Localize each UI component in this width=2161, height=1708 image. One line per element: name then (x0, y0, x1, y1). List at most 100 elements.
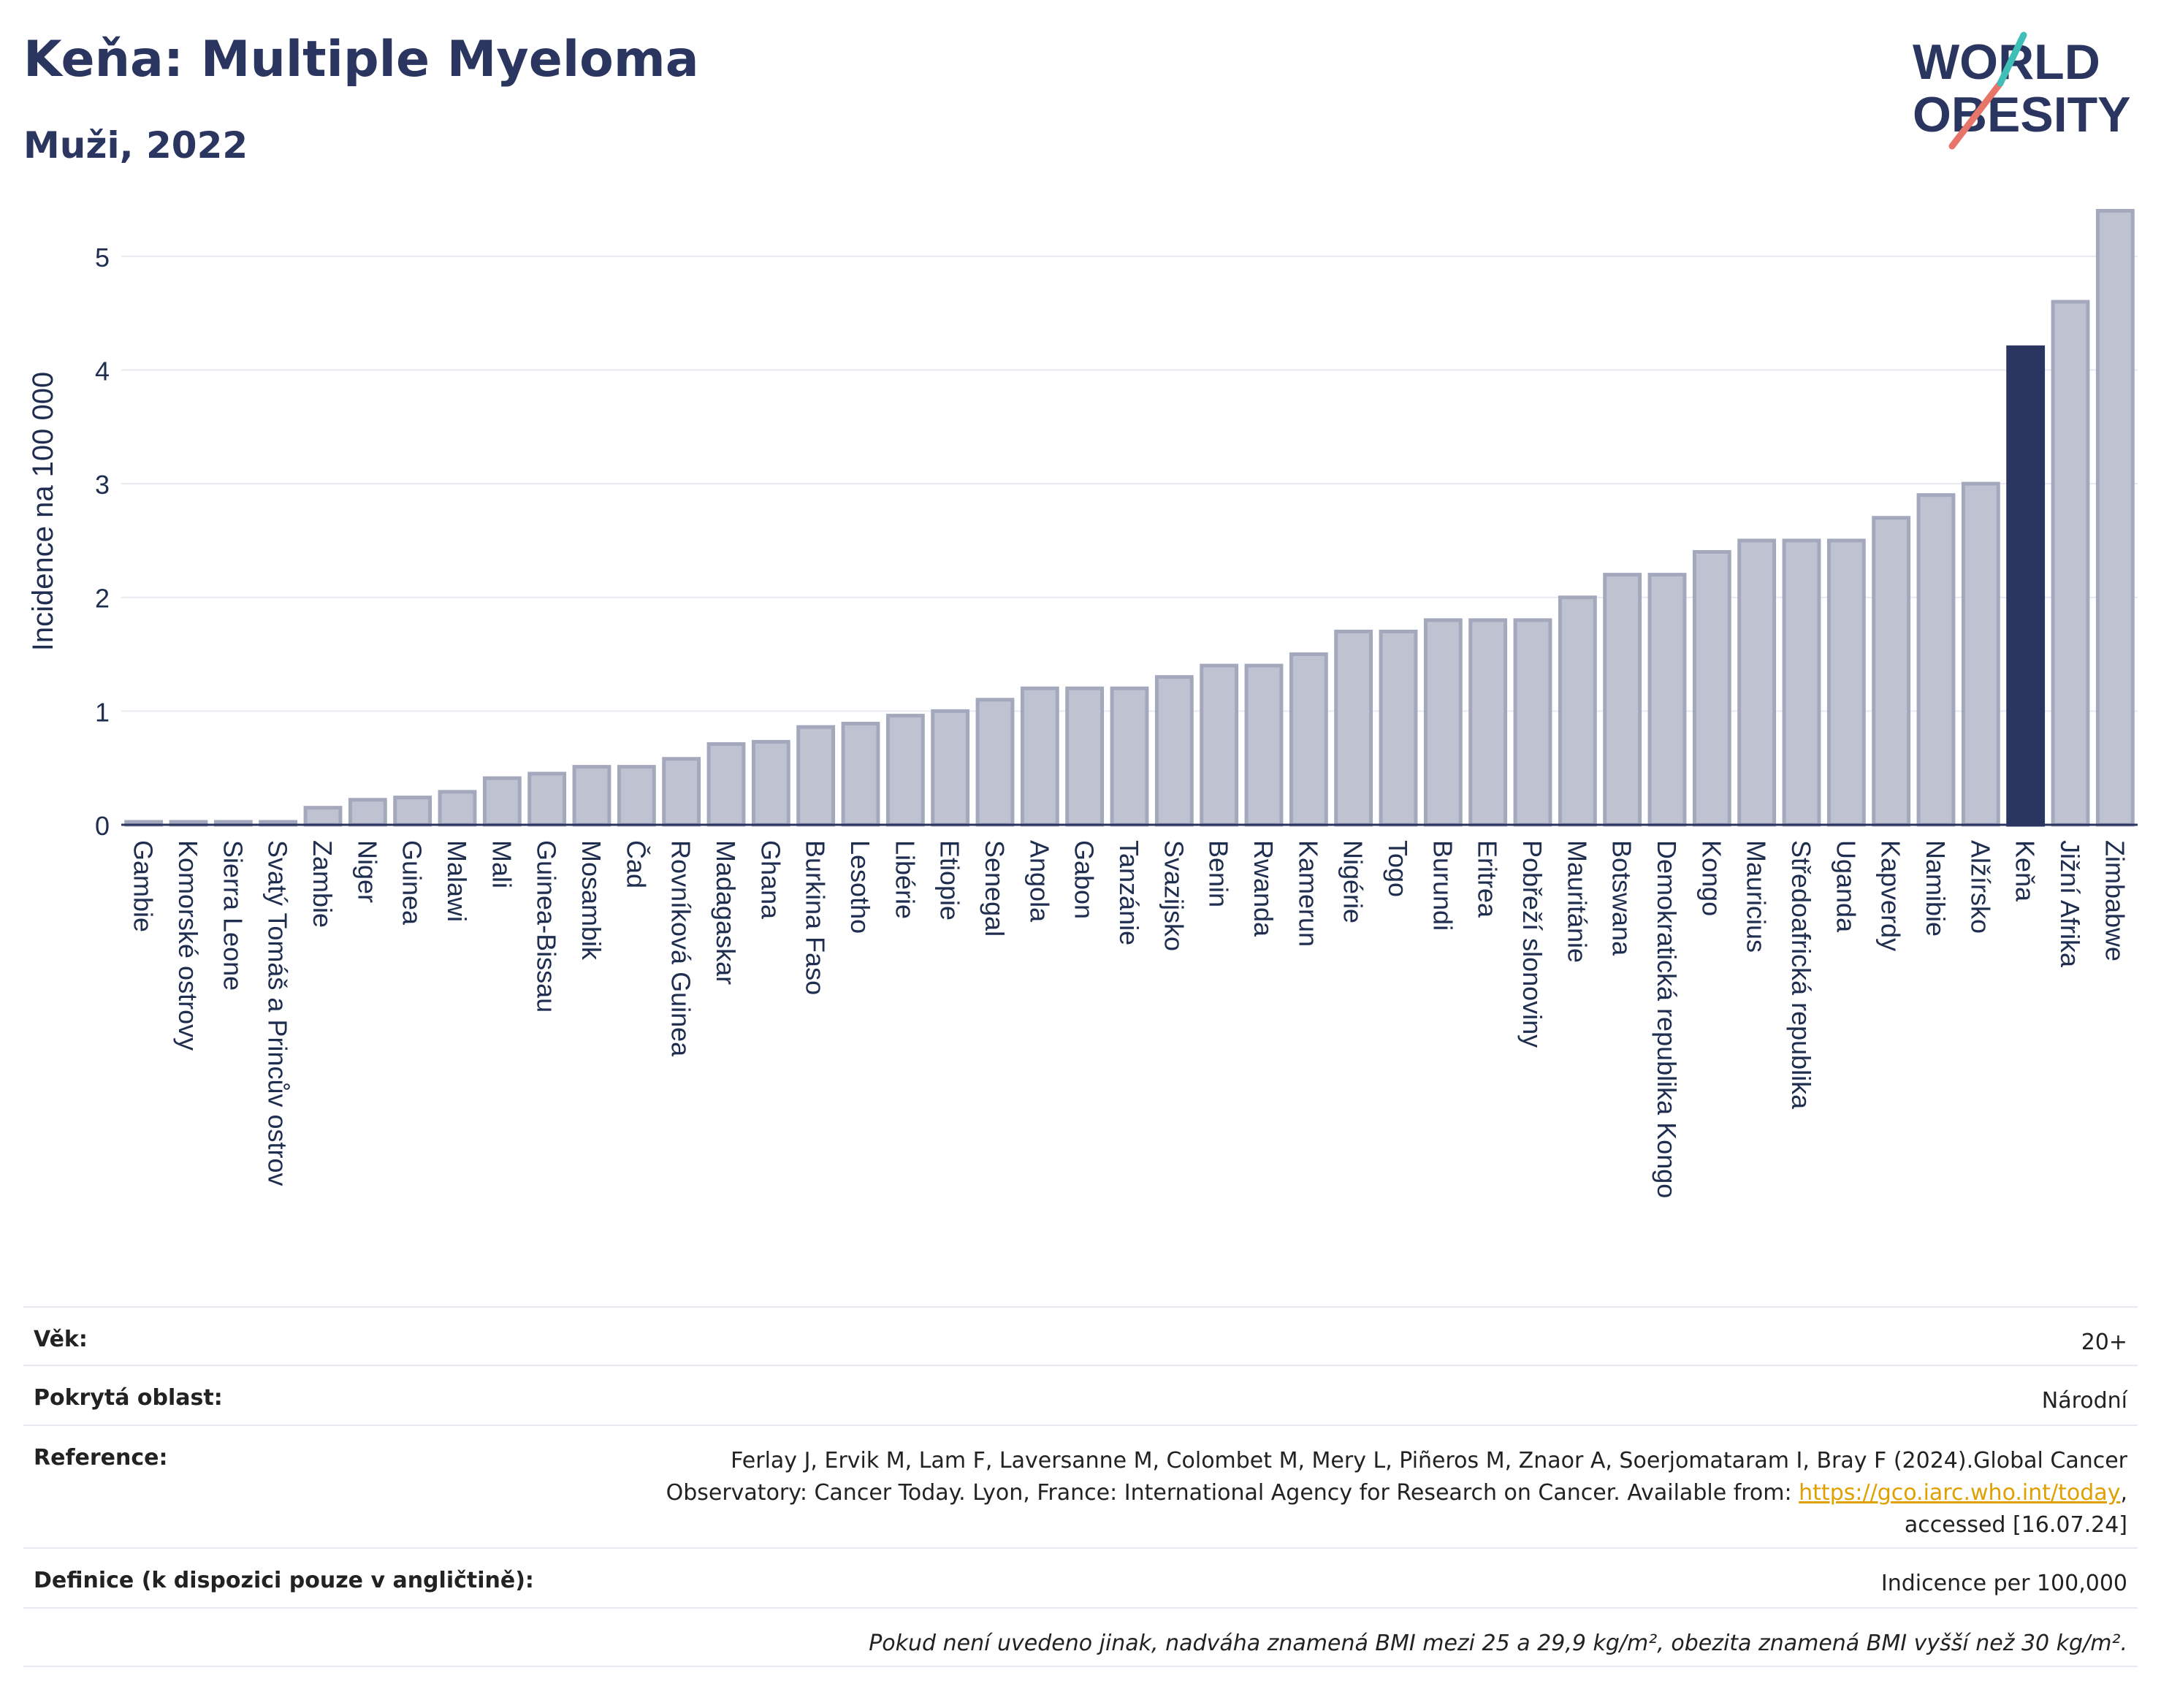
bar-43[interactable] (2006, 345, 2046, 827)
x-tick-label: Eritrea (1473, 840, 1503, 918)
bar-12[interactable] (617, 765, 656, 827)
x-tick-label: Etiopie (935, 840, 965, 920)
page-subtitle: Muži, 2022 (23, 124, 248, 167)
info-row-footnote: Pokud není uvedeno jinak, nadváha znamen… (23, 1607, 2138, 1667)
bar-37[interactable] (1737, 538, 1777, 827)
x-tick-label: Angola (1024, 840, 1054, 923)
definition-label: Definice (k dispozici pouze v angličtině… (34, 1568, 534, 1593)
bar-23[interactable] (1110, 686, 1149, 827)
x-tick-label: Lesotho (845, 840, 875, 934)
y-tick-label: 1 (95, 697, 110, 727)
bar-22[interactable] (1065, 686, 1105, 827)
x-tick-label: Pobřeží slonoviny (1517, 840, 1547, 1048)
bar-17[interactable] (841, 721, 880, 827)
bar-32[interactable] (1513, 618, 1552, 827)
x-tick-label: Botswana (1607, 840, 1637, 956)
bar-10[interactable] (527, 771, 567, 827)
x-tick-label: Demokratická republika Kongo (1652, 840, 1682, 1198)
area-value: Národní (2041, 1388, 2127, 1414)
reference-link[interactable]: https://gco.iarc.who.int/today (1799, 1480, 2121, 1506)
bar-30[interactable] (1423, 618, 1463, 827)
reference-value: Ferlay J, Ervik M, Lam F, Laversanne M, … (622, 1445, 2127, 1541)
x-tick-label: Niger (352, 840, 382, 903)
bar-26[interactable] (1244, 663, 1284, 827)
bar-20[interactable] (975, 698, 1015, 827)
logo-line1: WORLD (1913, 34, 2100, 90)
bar-9[interactable] (482, 776, 522, 827)
bar-15[interactable] (751, 739, 790, 827)
y-tick-label: 0 (95, 811, 110, 841)
x-tick-label: Mauricius (1742, 840, 1772, 953)
x-tick-label: Gambie (129, 840, 159, 932)
bar-42[interactable] (1961, 481, 2000, 827)
bar-33[interactable] (1558, 595, 1597, 827)
x-tick-label: Burundi (1428, 840, 1457, 931)
bar-24[interactable] (1154, 675, 1194, 827)
x-tick-label: Komorské ostrovy (173, 840, 203, 1051)
x-tick-label: Jižní Afrika (2055, 840, 2085, 968)
x-tick-label: Mosambik (576, 840, 606, 961)
bar-38[interactable] (1782, 538, 1821, 827)
bar-7[interactable] (393, 796, 432, 827)
logo-line2: OBESITY (1913, 87, 2131, 142)
bar-31[interactable] (1468, 618, 1508, 827)
x-tick-label: Senegal (980, 840, 1010, 937)
bar-11[interactable] (572, 765, 611, 827)
x-tick-label: Namibie (1921, 840, 1951, 937)
info-row-area: Pokrytá oblast: Národní (23, 1365, 2138, 1425)
x-tick-label: Guinea-Bissau (532, 840, 562, 1013)
x-tick-label: Keňa (2011, 840, 2040, 902)
bar-18[interactable] (885, 714, 925, 827)
y-tick-label: 5 (95, 243, 110, 272)
x-tick-label: Čad (621, 840, 651, 888)
bar-41[interactable] (1916, 493, 1956, 827)
bar-6[interactable] (348, 798, 387, 827)
bar-39[interactable] (1826, 538, 1866, 827)
bar-14[interactable] (706, 741, 746, 827)
bar-28[interactable] (1334, 629, 1373, 827)
x-tick-label: Zimbabwe (2100, 840, 2130, 961)
bar-chart: 0 1 2 3 4 5 Gambie Komorské ostrovy Sierra Leon… (27, 209, 2138, 1198)
x-tick-label: Mali (487, 840, 517, 888)
bar-40[interactable] (1872, 516, 1911, 827)
world-obesity-logo: WORLD OBESITY (1913, 31, 2131, 150)
y-axis-label: Incidence na 100 000 (27, 372, 59, 652)
x-tick-label: Ghana (755, 840, 785, 920)
reference-label: Reference: (34, 1445, 168, 1471)
bar-27[interactable] (1289, 652, 1328, 827)
y-axis-ticks: 0 1 2 3 4 5 (95, 243, 110, 841)
bar-19[interactable] (931, 709, 970, 827)
bar-35[interactable] (1647, 573, 1687, 827)
x-tick-label: Madagaskar (711, 840, 741, 985)
y-tick-label: 2 (95, 584, 110, 614)
bar-8[interactable] (438, 790, 477, 827)
y-tick-label: 4 (95, 356, 110, 386)
x-tick-label: Benin (1204, 840, 1234, 907)
info-row-definition: Definice (k dispozici pouze v angličtině… (23, 1547, 2138, 1607)
x-tick-label: Tanzánie (1114, 840, 1144, 945)
bar-44[interactable] (2051, 300, 2090, 827)
bar-5[interactable] (303, 806, 343, 827)
x-tick-label: Nigérie (1338, 840, 1368, 923)
x-tick-label: Togo (1383, 840, 1413, 897)
bar-36[interactable] (1692, 549, 1731, 827)
bar-13[interactable] (662, 757, 701, 827)
x-tick-label: Kapverdy (1876, 840, 1906, 951)
bars (124, 209, 2135, 827)
x-tick-label: Svatý Tomáš a Princův ostrov (263, 840, 293, 1186)
bar-21[interactable] (1020, 686, 1059, 827)
x-tick-label: Zambie (308, 840, 338, 928)
x-axis-labels: Gambie Komorské ostrovy Sierra Leone Svatý … (129, 840, 2130, 1198)
y-tick-label: 3 (95, 470, 110, 500)
x-tick-label: Alžírsko (1965, 840, 1995, 934)
bar-16[interactable] (796, 725, 836, 827)
x-tick-label: Rwanda (1249, 840, 1278, 937)
bar-45[interactable] (2095, 209, 2135, 827)
bar-34[interactable] (1603, 573, 1642, 827)
bar-25[interactable] (1200, 663, 1239, 827)
x-tick-label: Guinea (397, 840, 427, 926)
x-tick-label: Burkina Faso (801, 840, 831, 995)
bar-29[interactable] (1379, 629, 1418, 827)
info-table: Věk: 20+ Pokrytá oblast: Národní Referen… (23, 1306, 2138, 1667)
x-tick-label: Svazijsko (1159, 840, 1189, 951)
